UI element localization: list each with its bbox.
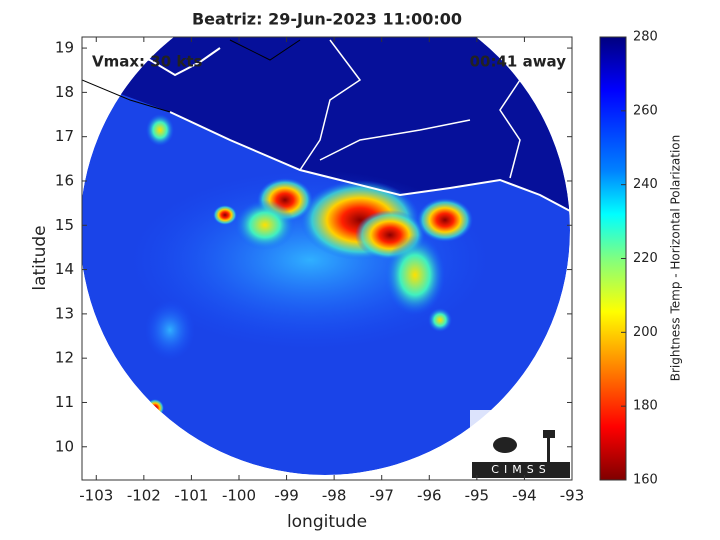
y-tick-label: 12	[55, 349, 74, 367]
x-tick-label: -97	[369, 487, 394, 505]
logo-text: CIMSS	[491, 463, 550, 476]
plot-frame	[81, 36, 573, 481]
y-tick-label: 18	[55, 83, 74, 101]
y-tick-label: 10	[55, 437, 74, 455]
x-tick-label: -103	[79, 487, 113, 505]
colorbar-tick-label: 240	[633, 177, 658, 192]
annotation: 00:41 away	[470, 53, 567, 71]
colorbar-tick-label: 280	[633, 30, 658, 45]
y-tick-label: 15	[55, 216, 74, 234]
colorbar-tick-label: 220	[633, 251, 658, 266]
colorbar-tick-label: 180	[633, 399, 658, 414]
colorbar-label: Brightness Temp - Horizontal Polarizatio…	[669, 135, 683, 382]
chart-title: Beatriz: 29-Jun-2023 11:00:00	[192, 10, 462, 29]
x-tick-label: -95	[465, 487, 490, 505]
y-tick-label: 13	[55, 304, 74, 322]
colorbar-tick-label: 160	[633, 473, 658, 488]
x-tick-label: -94	[512, 487, 537, 505]
y-tick-label: 11	[55, 393, 74, 411]
x-tick-label: -101	[174, 487, 208, 505]
y-tick-label: 14	[55, 260, 74, 278]
x-tick-label: -99	[274, 487, 299, 505]
y-tick-label: 16	[55, 171, 74, 189]
annotation: Vmax: 30 kts	[92, 53, 202, 71]
x-tick-label: -100	[222, 487, 256, 505]
x-tick-label: -96	[417, 487, 442, 505]
x-tick-label: -93	[560, 487, 585, 505]
logo: CIMSS	[470, 410, 572, 480]
x-tick-label: -102	[127, 487, 161, 505]
y-tick-label: 17	[55, 127, 74, 145]
x-tick-label: -98	[322, 487, 347, 505]
colorbar-tick-label: 260	[633, 103, 658, 118]
x-axis-label: longitude	[287, 512, 367, 532]
colorbar-tick-label: 200	[633, 325, 658, 340]
y-tick-label: 19	[55, 39, 74, 57]
y-axis-label: latitude	[30, 225, 50, 290]
map-image: CIMSS	[82, 37, 572, 480]
